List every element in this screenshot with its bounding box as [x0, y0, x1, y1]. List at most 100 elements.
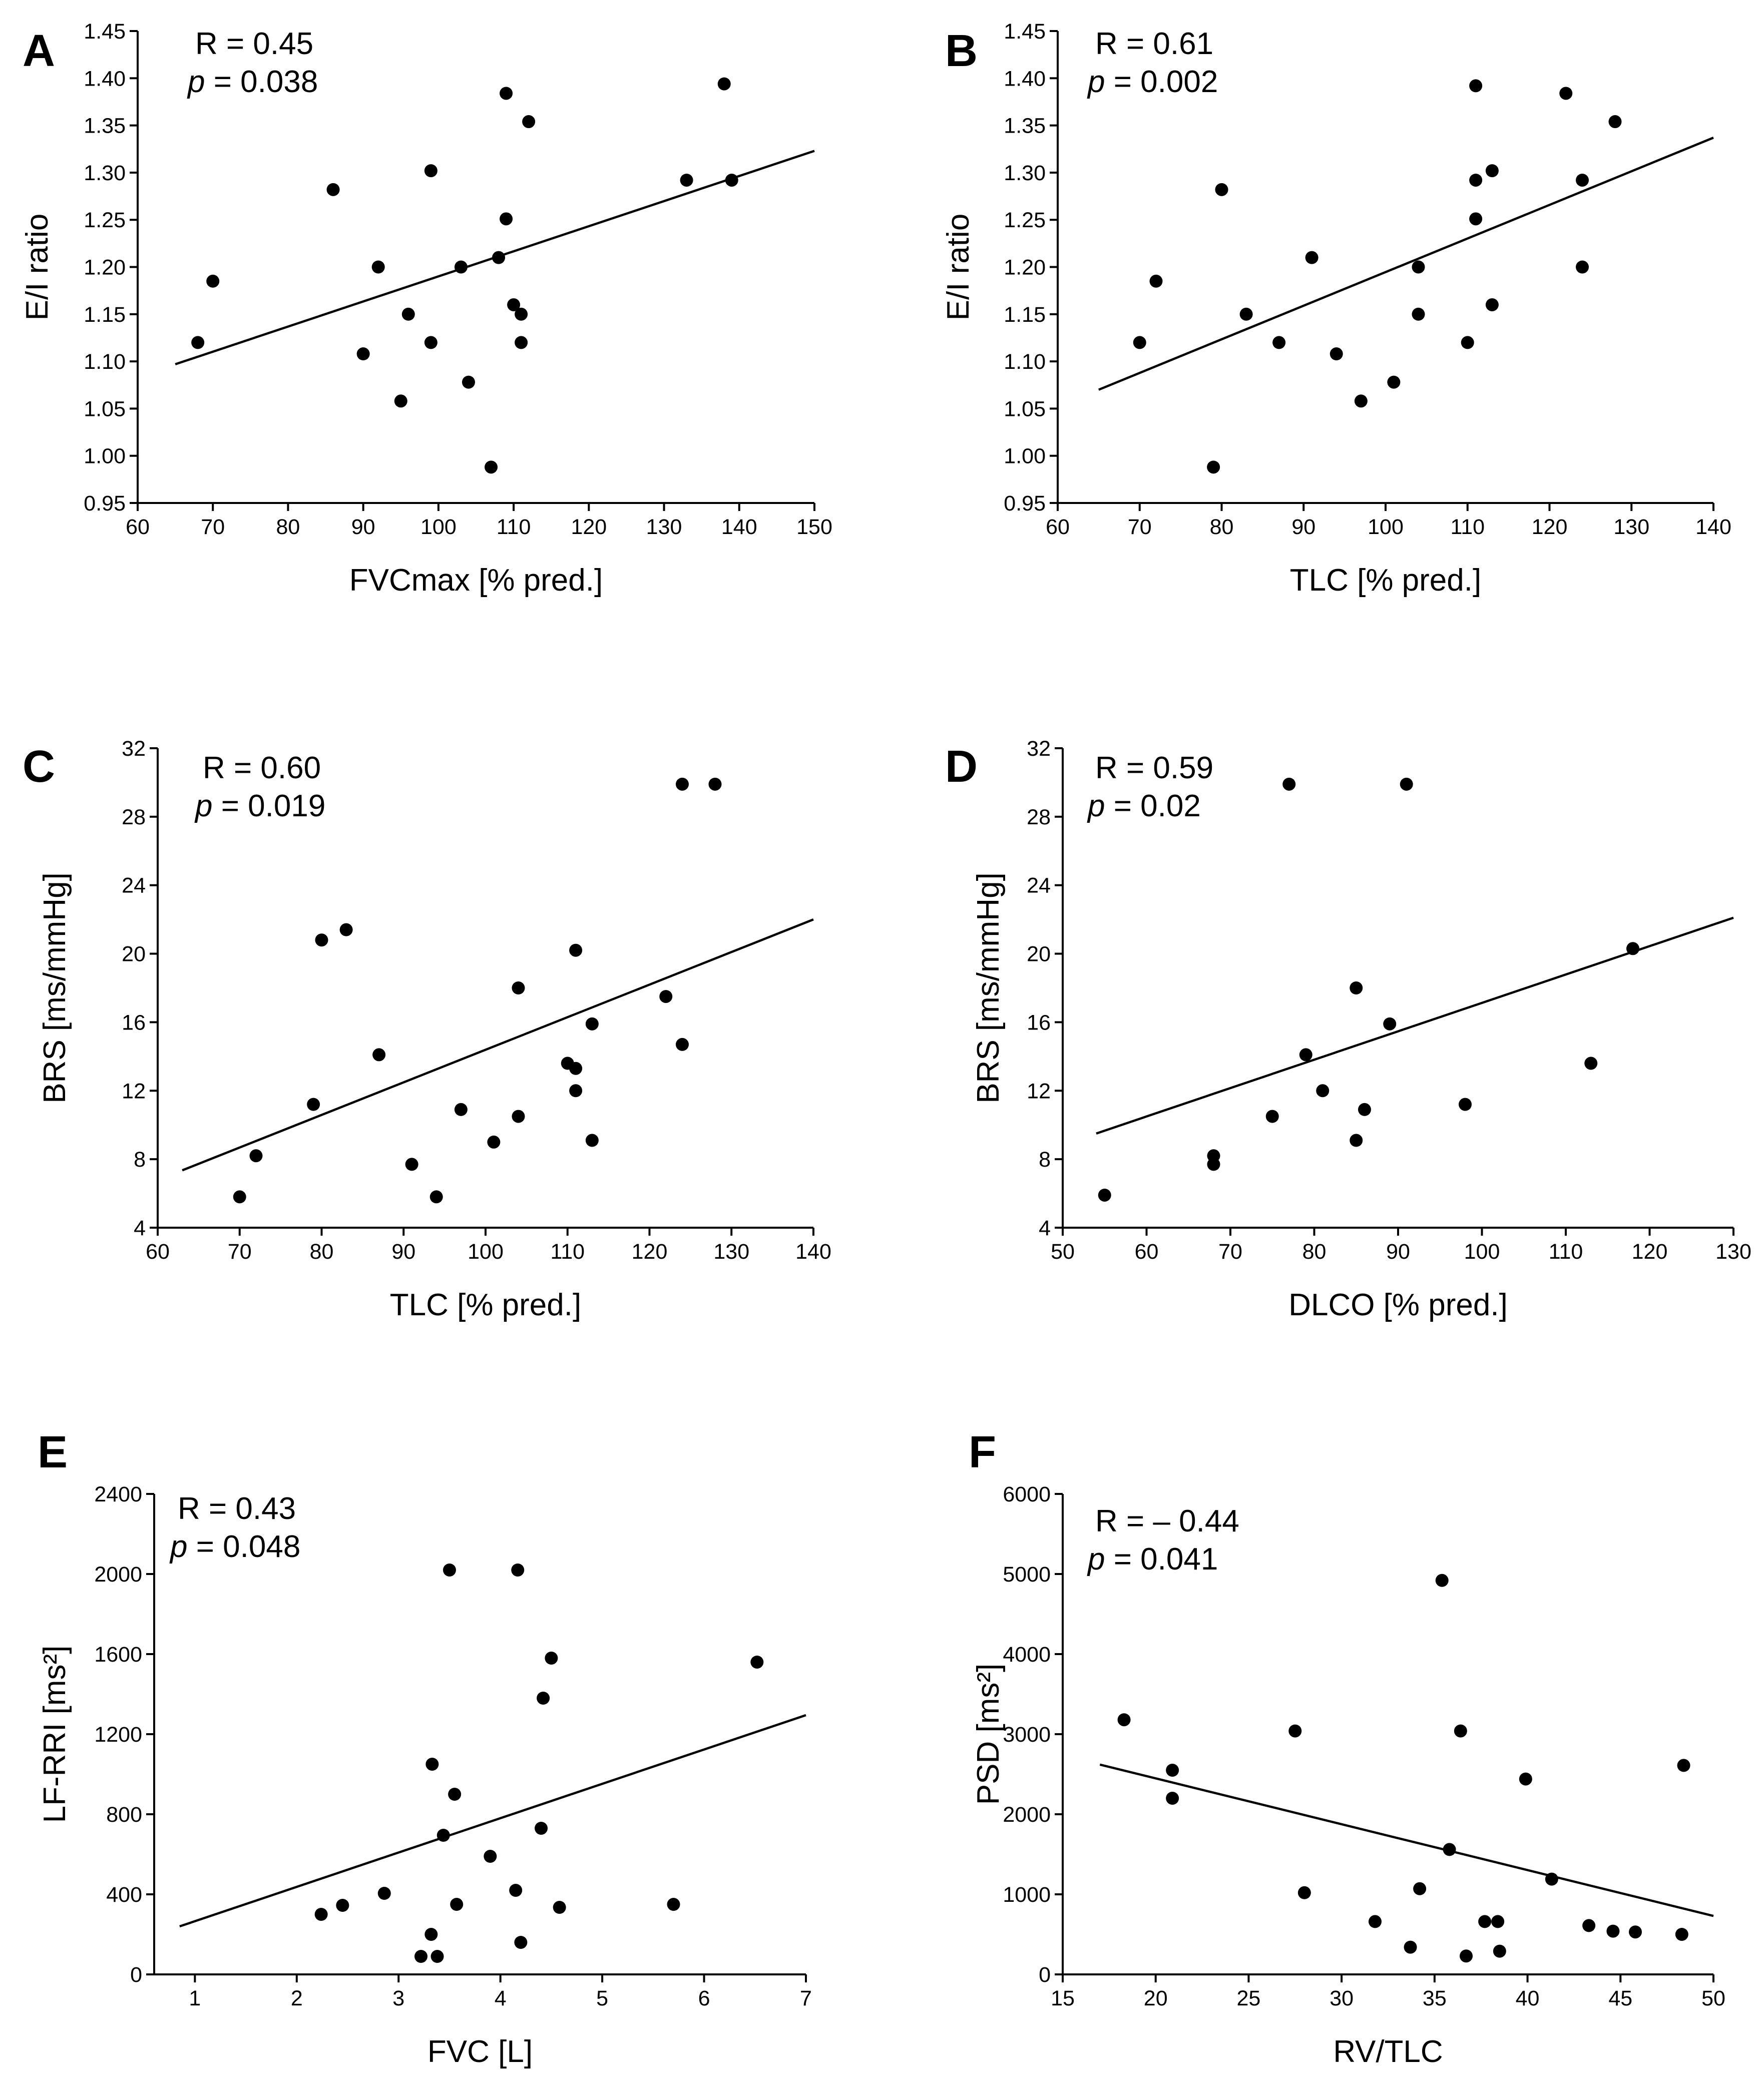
p-value: p = 0.019	[194, 789, 325, 823]
data-point	[1485, 164, 1499, 178]
y-tick-label: 1.05	[1004, 397, 1046, 421]
y-tick-label: 1.35	[84, 114, 126, 138]
data-point	[1629, 1925, 1642, 1939]
x-tick-label: 140	[795, 1240, 831, 1264]
data-point	[326, 183, 340, 196]
data-point	[424, 336, 437, 349]
x-tick-label: 7	[800, 1986, 812, 2010]
data-point	[1288, 1724, 1302, 1738]
y-tick-label: 1.10	[1004, 350, 1046, 374]
correlation-coefficient: R = 0.45	[195, 27, 313, 61]
data-point	[522, 115, 536, 129]
data-point	[1454, 1724, 1467, 1738]
y-axis-title: BRS [ms/mmHg]	[971, 872, 1006, 1104]
data-point	[1435, 1574, 1449, 1587]
data-point	[372, 1048, 386, 1062]
p-value-number: = 0.002	[1105, 65, 1218, 99]
data-point	[401, 307, 415, 321]
data-point	[659, 990, 673, 1003]
x-axis-title: FVC [L]	[427, 2034, 533, 2069]
data-point	[750, 1656, 764, 1669]
data-point	[1412, 260, 1425, 274]
data-point	[1485, 298, 1499, 311]
data-point	[553, 1901, 566, 1914]
data-point	[1305, 251, 1318, 264]
y-tick-label: 1.40	[84, 67, 126, 91]
y-tick-label: 1.45	[1004, 20, 1046, 44]
y-tick-label: 28	[122, 805, 146, 829]
data-point	[514, 1936, 528, 1949]
data-point	[569, 943, 583, 957]
x-tick-label: 100	[1368, 515, 1404, 539]
y-tick-label: 1.30	[84, 161, 126, 185]
x-axis-title: TLC [% pred.]	[1290, 563, 1481, 598]
data-point	[430, 1950, 444, 1963]
x-tick-label: 130	[1715, 1240, 1751, 1264]
data-point	[1265, 1110, 1279, 1123]
y-tick-label: 2000	[94, 1563, 142, 1587]
data-point	[1443, 1843, 1456, 1856]
data-point	[1166, 1764, 1179, 1777]
data-point	[512, 981, 525, 994]
data-point	[1133, 336, 1146, 349]
y-tick-label: 1000	[1003, 1883, 1051, 1907]
y-tick-label: 1.30	[1004, 161, 1046, 185]
panel-a: A 60 70 80 90 100 110 120 130 140 150 0.95 1.00 1.05 1…	[20, 20, 832, 598]
data-point	[545, 1652, 558, 1665]
x-tick-label: 130	[1613, 515, 1649, 539]
data-point	[585, 1017, 599, 1030]
panel-c: C 60 70 80 90 100 110 120 130 140 4 8 12 16 20 24 28 32 TL…	[23, 737, 831, 1322]
y-tick-label: 1.20	[84, 256, 126, 280]
x-tick-label: 4	[495, 1986, 507, 2010]
y-tick-label: 5000	[1003, 1563, 1051, 1587]
y-tick-label: 0	[130, 1963, 142, 1987]
data-point	[1316, 1084, 1330, 1098]
y-tick-label: 12	[1027, 1079, 1051, 1103]
y-tick-label: 0.95	[1004, 491, 1046, 515]
y-tick-label: 1.45	[84, 20, 126, 44]
data-point	[515, 307, 528, 321]
y-tick-label: 8	[1039, 1148, 1051, 1172]
y-tick-label: 2000	[1003, 1803, 1051, 1827]
panel-label: E	[38, 1427, 68, 1477]
data-point	[1404, 1940, 1417, 1954]
data-point	[1207, 1158, 1220, 1171]
x-tick-label: 120	[1632, 1240, 1668, 1264]
data-point	[1469, 212, 1483, 226]
data-point	[206, 274, 220, 288]
data-point	[1675, 1928, 1688, 1941]
y-tick-label: 16	[1027, 1010, 1051, 1034]
p-value: p = 0.038	[187, 65, 318, 99]
data-point	[443, 1564, 456, 1577]
p-letter: p	[194, 789, 212, 823]
data-point	[1576, 260, 1589, 274]
x-tick-label: 150	[796, 515, 832, 539]
data-point	[1584, 1057, 1598, 1070]
data-point	[424, 1928, 438, 1941]
y-tick-label: 20	[122, 942, 146, 966]
x-axis-title: FVCmax [% pred.]	[349, 563, 603, 598]
data-point	[1493, 1944, 1506, 1958]
data-point	[1400, 777, 1413, 791]
data-point	[1461, 336, 1474, 349]
correlation-coefficient: R = 0.60	[203, 751, 321, 785]
x-tick-label: 110	[1450, 515, 1485, 539]
data-point	[725, 173, 738, 187]
y-tick-label: 1.10	[84, 350, 126, 374]
y-axis-title: BRS [ms/mmHg]	[38, 872, 72, 1104]
p-value: p = 0.048	[169, 1529, 300, 1564]
p-value-number: = 0.02	[1105, 789, 1200, 823]
data-point	[484, 1850, 497, 1863]
y-tick-label: 0.95	[84, 491, 126, 515]
y-tick-label: 1.00	[84, 444, 126, 468]
panel-label: B	[945, 26, 978, 76]
data-point	[394, 394, 407, 408]
p-value: p = 0.041	[1087, 1542, 1218, 1577]
x-tick-label: 120	[1532, 515, 1568, 539]
data-point	[676, 1038, 689, 1051]
y-tick-label: 3000	[1003, 1723, 1051, 1747]
data-point	[1460, 1949, 1473, 1963]
data-point	[233, 1190, 246, 1204]
y-tick-label: 4000	[1003, 1643, 1051, 1667]
